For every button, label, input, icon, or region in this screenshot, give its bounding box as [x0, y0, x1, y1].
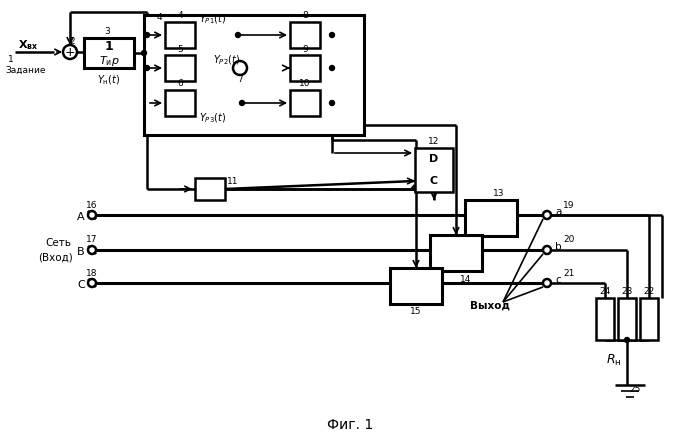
Text: Фиг. 1: Фиг. 1	[327, 418, 373, 432]
Bar	[195, 178, 225, 200]
Bar	[165, 55, 195, 81]
Text: 20: 20	[563, 236, 575, 244]
Circle shape	[543, 279, 551, 287]
Text: 8: 8	[302, 11, 308, 21]
Bar	[465, 200, 517, 236]
Text: +: +	[65, 45, 75, 59]
Circle shape	[329, 32, 335, 38]
Text: A: A	[78, 212, 85, 222]
Circle shape	[233, 61, 247, 75]
Circle shape	[63, 45, 77, 59]
Bar	[430, 235, 482, 271]
Bar	[165, 22, 195, 48]
Text: a: a	[555, 207, 561, 217]
Bar	[390, 268, 442, 304]
Text: 22: 22	[643, 287, 655, 295]
Circle shape	[236, 32, 240, 38]
Text: 11: 11	[227, 177, 239, 187]
Bar	[415, 148, 453, 192]
Text: $Y_{P1}(t)$: $Y_{P1}(t)$	[199, 12, 226, 26]
Bar	[165, 90, 195, 116]
Text: 19: 19	[563, 201, 575, 209]
Text: 17: 17	[86, 236, 98, 244]
Text: 10: 10	[299, 80, 311, 89]
Circle shape	[141, 51, 147, 55]
Circle shape	[145, 32, 150, 38]
Text: $\mathbf{X}_{\mathbf{вх}}$: $\mathbf{X}_{\mathbf{вх}}$	[18, 38, 38, 52]
Circle shape	[329, 101, 335, 105]
Text: 2: 2	[69, 37, 75, 45]
Text: (Вход): (Вход)	[38, 253, 73, 263]
Bar	[144, 15, 364, 135]
Bar	[290, 22, 320, 48]
Bar	[618, 298, 636, 340]
Circle shape	[543, 246, 551, 254]
Text: C: C	[430, 176, 438, 186]
Text: 14: 14	[461, 274, 472, 284]
Text: 21: 21	[563, 268, 575, 277]
Circle shape	[88, 279, 96, 287]
Text: Сеть: Сеть	[45, 238, 71, 248]
Text: 7: 7	[237, 74, 243, 83]
Circle shape	[145, 66, 150, 70]
Circle shape	[329, 66, 335, 70]
Text: $T_{\rm и}p$: $T_{\rm и}p$	[99, 54, 120, 68]
Text: 18: 18	[86, 268, 98, 277]
Text: 6: 6	[177, 80, 183, 89]
Text: $Y_{P2}(t)$: $Y_{P2}(t)$	[213, 53, 240, 67]
Text: C: C	[78, 280, 85, 290]
Text: 1: 1	[105, 41, 113, 53]
Text: 24: 24	[599, 287, 611, 295]
Bar	[596, 298, 614, 340]
Text: 4: 4	[177, 11, 183, 21]
Text: Выход: Выход	[470, 300, 510, 310]
Text: 9: 9	[302, 45, 308, 53]
Bar	[290, 55, 320, 81]
Text: 3: 3	[104, 28, 110, 37]
Text: D: D	[429, 154, 439, 164]
Text: 4: 4	[156, 13, 161, 21]
Text: 13: 13	[493, 188, 505, 198]
Text: 16: 16	[86, 201, 98, 209]
Bar	[290, 90, 320, 116]
Text: 12: 12	[428, 136, 440, 146]
Text: B: B	[78, 247, 85, 257]
Text: c: c	[555, 275, 561, 285]
Circle shape	[543, 211, 551, 219]
Text: 15: 15	[410, 308, 421, 316]
Circle shape	[624, 337, 630, 343]
Text: 5: 5	[177, 45, 183, 53]
Bar	[84, 38, 134, 68]
Text: $Y_{\rm н}(t)$: $Y_{\rm н}(t)$	[97, 73, 121, 87]
Text: 23: 23	[621, 287, 633, 295]
Bar	[640, 298, 658, 340]
Circle shape	[88, 211, 96, 219]
Text: Задание: Задание	[5, 66, 45, 74]
Text: 25: 25	[629, 385, 641, 395]
Circle shape	[240, 101, 245, 105]
Circle shape	[88, 246, 96, 254]
Text: b: b	[555, 242, 561, 252]
Text: $R_{\rm н}$: $R_{\rm н}$	[606, 353, 622, 368]
Text: 1: 1	[8, 55, 14, 65]
Text: $Y_{P3}(t)$: $Y_{P3}(t)$	[199, 111, 226, 125]
